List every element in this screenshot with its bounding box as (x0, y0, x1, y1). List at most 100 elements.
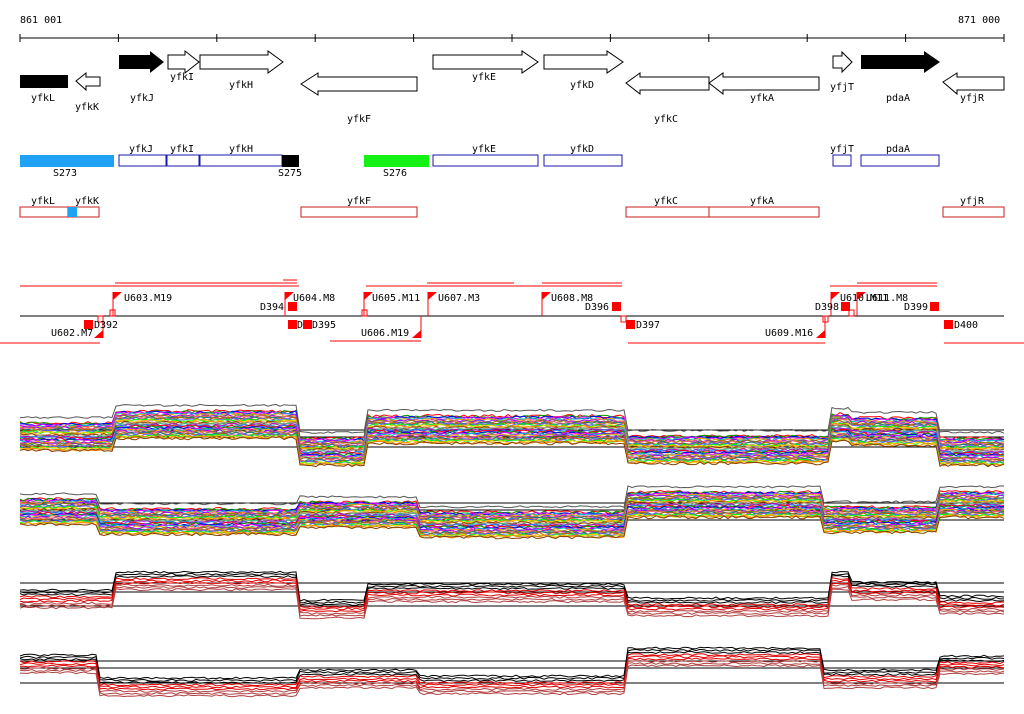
transcript-label: U609.M16 (765, 328, 813, 339)
terminator-box[interactable] (930, 302, 939, 311)
minus-box-yfkC[interactable] (625, 206, 710, 218)
gene-label: yfkI (170, 72, 194, 83)
marker-flag[interactable] (816, 330, 825, 338)
coordinate-ruler: 861 001 871 000 (19, 15, 1005, 42)
gene-yfkF[interactable]: yfkF (300, 72, 418, 125)
plus-box-yfkI[interactable] (166, 154, 200, 167)
terminator-box[interactable] (303, 320, 312, 329)
segment-s273[interactable] (20, 155, 114, 167)
segment-label: S276 (383, 168, 407, 179)
plus-box-label: yfkJ (129, 144, 153, 155)
expression-panel-minus-summary (19, 646, 1005, 698)
gene-label: pdaA (886, 93, 910, 104)
gene-yfkA[interactable]: yfkA (708, 72, 820, 104)
gene-label: yfkC (654, 114, 678, 125)
terminator-label: D397 (636, 320, 660, 331)
gene-label: yfjT (830, 82, 854, 93)
gene-yfkE[interactable]: yfkE (432, 50, 539, 83)
gene-label: yfkF (347, 114, 371, 125)
transcript-label: U607.M3 (438, 293, 480, 304)
minus-box-yfkA[interactable] (708, 206, 820, 218)
marker-flag[interactable] (412, 330, 421, 338)
terminator-label: D392 (94, 320, 118, 331)
transcript-label: U611.M8 (866, 293, 908, 304)
plus-box-pdaA[interactable] (860, 154, 940, 167)
marker-flag[interactable] (113, 292, 122, 300)
minus-box-yfkF[interactable] (300, 206, 418, 218)
minus-box-yfjR[interactable] (942, 206, 1005, 218)
plus-box-label: yfkI (170, 144, 194, 155)
terminator-box[interactable] (944, 320, 953, 329)
ruler-ticks (19, 34, 1005, 42)
gene-label: yfkD (570, 80, 594, 91)
plus-box-yfkD[interactable] (543, 154, 623, 167)
expression-panel-plus-multi (19, 403, 1005, 468)
marker-flag[interactable] (542, 292, 551, 300)
segment-s276[interactable] (364, 155, 429, 167)
plus-box-yfkH[interactable] (199, 154, 283, 167)
minus-box-label: yfkF (347, 196, 371, 207)
gene-yfkI[interactable]: yfkI (167, 49, 200, 83)
terminator-box[interactable] (288, 302, 297, 311)
transcript-label: U604.M8 (293, 293, 335, 304)
gene-yfjT[interactable]: yfjT (830, 50, 854, 93)
terminator-box[interactable] (288, 320, 297, 329)
plus-box-label: yfkE (472, 144, 496, 155)
marker-flag[interactable] (285, 292, 294, 300)
marker-flag[interactable] (428, 292, 437, 300)
gene-yfkK[interactable]: yfkK (75, 71, 101, 113)
terminator-box[interactable] (841, 302, 850, 311)
terminator-box[interactable] (612, 302, 621, 311)
gene-label: yfkA (750, 93, 774, 104)
gene-yfkD[interactable]: yfkD (543, 50, 624, 91)
transcript-label: U603.M19 (124, 293, 172, 304)
gene-yfkL[interactable]: yfkL (20, 75, 68, 104)
plus-box-yfjT[interactable] (832, 154, 852, 167)
terminator-label: D400 (954, 320, 978, 331)
transcript-label: U602.M7 (51, 328, 93, 339)
gene-yfkH[interactable]: yfkH (199, 50, 284, 91)
marker-flag[interactable] (857, 292, 866, 300)
terminator-label: D399 (904, 302, 928, 313)
gene-yfkJ[interactable]: yfkJ (119, 51, 164, 104)
terminator-label: D395 (312, 320, 336, 331)
terminator-label: D394 (260, 302, 284, 313)
marker-flag[interactable] (364, 292, 373, 300)
minus-box-label: yfjR (960, 196, 985, 207)
minus-box-yfkL[interactable] (19, 206, 69, 218)
terminator-label: D398 (815, 302, 839, 313)
plus-box-label: yfkD (570, 144, 594, 155)
plus-box-yfkE[interactable] (432, 154, 539, 167)
terminator-label: D396 (585, 302, 609, 313)
gene-label: yfkL (31, 93, 55, 104)
transcript-label: U608.M8 (551, 293, 593, 304)
terminator-box[interactable] (84, 320, 93, 329)
plus-box-label: yfkH (229, 144, 253, 155)
gene-yfkC[interactable]: yfkC (625, 72, 710, 125)
segment-label: S273 (53, 168, 77, 179)
terminator-label: D (297, 320, 303, 331)
transcript-label: U610.M11 (840, 293, 888, 304)
expression-panel-minus-multi (19, 485, 1005, 540)
segment-s275[interactable] (282, 155, 299, 167)
gene-label: yfjR (960, 93, 985, 104)
gene-track: yfkL yfkK yfkJ yfkI yfkH yfkF yfkE yfkD (20, 49, 1005, 125)
marker-flag[interactable] (94, 330, 103, 338)
minus-box-label: yfkL (31, 196, 55, 207)
plus-strand-track: S273 yfkJ yfkI yfkH S275 S276 yfkE yfkD … (20, 144, 940, 179)
plus-box-label: pdaA (886, 144, 910, 155)
ruler-start-label: 861 001 (20, 15, 62, 26)
gene-yfjR[interactable]: yfjR (942, 72, 1005, 104)
terminator-box[interactable] (626, 320, 635, 329)
minus-box-label: yfkK (75, 196, 99, 207)
minus-box-yfkK-highlight (68, 207, 77, 217)
transcript-label: U605.M11 (372, 293, 420, 304)
gene-pdaA[interactable]: pdaA (861, 51, 940, 104)
plus-box-label: yfjT (830, 144, 854, 155)
transcript-label: U606.M19 (361, 328, 409, 339)
minus-box-label: yfkA (750, 196, 774, 207)
marker-flag[interactable] (831, 292, 840, 300)
plus-box-yfkJ[interactable] (118, 154, 167, 167)
segment-label: S275 (278, 168, 302, 179)
